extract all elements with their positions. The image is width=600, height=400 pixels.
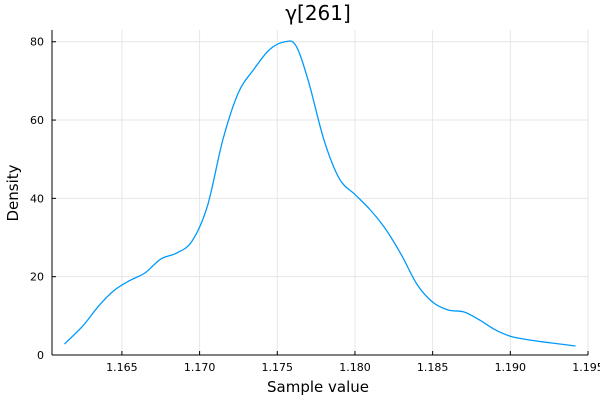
- y-tick-label: 60: [30, 114, 44, 127]
- x-tick-label: 1.190: [495, 361, 527, 374]
- grid-lines: [52, 30, 589, 356]
- y-tick-label: 40: [30, 192, 44, 205]
- axes: [51, 30, 588, 356]
- y-tick-label: 0: [37, 349, 44, 362]
- x-tick-label: 1.175: [262, 361, 294, 374]
- x-tick-label: 1.180: [339, 361, 371, 374]
- density-curve: [63, 40, 576, 347]
- chart-title: γ[261]: [285, 1, 351, 25]
- x-tick-label: 1.195: [572, 361, 600, 374]
- x-axis-label: Sample value: [267, 378, 369, 396]
- x-tick-label: 1.165: [106, 361, 138, 374]
- tick-labels: 1.165 1.170 1.175 1.180 1.185 1.190 1.195 0 20 40…: [30, 36, 600, 374]
- y-tick-label: 80: [30, 36, 44, 49]
- y-axis-label: Density: [4, 164, 22, 221]
- x-tick-label: 1.170: [184, 361, 216, 374]
- series-layer: [63, 40, 576, 347]
- x-tick-label: 1.185: [417, 361, 449, 374]
- y-tick-label: 20: [30, 271, 44, 284]
